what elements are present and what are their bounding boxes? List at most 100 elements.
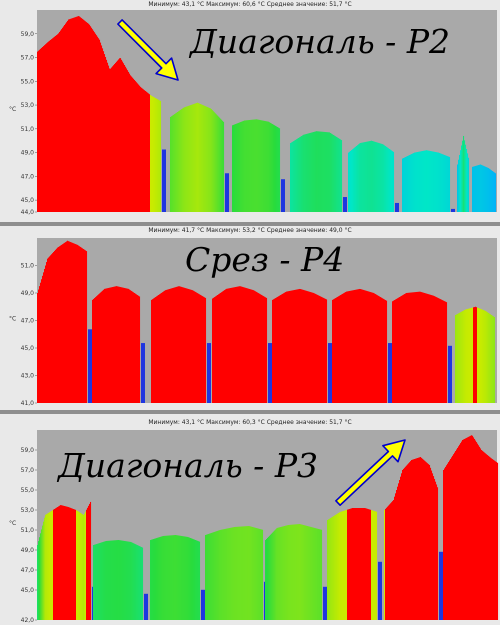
bar-column xyxy=(254,119,256,212)
bar-column xyxy=(62,27,64,212)
bar-column xyxy=(44,517,46,620)
bar-column xyxy=(409,155,411,212)
bar-column xyxy=(346,291,348,403)
bar-column xyxy=(256,119,258,212)
bar-column xyxy=(213,532,215,620)
bar-column xyxy=(119,286,121,403)
bar-column xyxy=(160,100,162,212)
bar-column xyxy=(467,153,469,212)
bar-column xyxy=(470,308,472,403)
bar-column xyxy=(490,314,492,403)
bar-column xyxy=(117,60,119,212)
bar-column xyxy=(426,293,428,403)
bar-column xyxy=(445,466,447,620)
bar-column xyxy=(231,527,233,620)
bar-column xyxy=(333,299,335,403)
bar-column xyxy=(185,536,187,620)
bar-column xyxy=(48,41,50,212)
bar-column xyxy=(279,295,281,403)
bar-column xyxy=(387,506,389,620)
bar-column xyxy=(479,308,481,403)
bar-column xyxy=(107,288,109,403)
bar-column xyxy=(395,493,397,620)
bar-column xyxy=(418,291,420,403)
bar-column xyxy=(349,151,351,212)
bar-column xyxy=(314,527,316,620)
bar-column xyxy=(164,290,166,403)
bar-column xyxy=(443,300,445,403)
bar-column xyxy=(180,286,182,403)
bar-column xyxy=(222,291,224,403)
bar-column xyxy=(139,296,141,403)
bar-column xyxy=(256,291,258,403)
bar-column xyxy=(82,18,84,213)
bar-column xyxy=(446,155,448,212)
bar-column xyxy=(115,62,117,213)
bar-column xyxy=(195,291,197,403)
bar-column xyxy=(456,449,458,620)
bar-column xyxy=(338,296,340,403)
bar-column xyxy=(107,540,109,620)
bar-column xyxy=(460,150,462,212)
stats-line: Минимум: 41,7 °C Максимум: 53,2 °C Средн… xyxy=(148,227,352,234)
bar-column xyxy=(407,464,409,620)
bar-column xyxy=(94,32,96,212)
bar-column xyxy=(110,287,112,403)
bar-column xyxy=(47,42,49,213)
bar-column xyxy=(351,150,353,212)
bar-column xyxy=(386,300,388,403)
bar-column xyxy=(397,486,399,620)
bar-column xyxy=(239,286,241,403)
bar-column xyxy=(72,508,74,620)
bar-column xyxy=(88,23,90,213)
bar-column xyxy=(108,540,110,620)
bar-column xyxy=(475,306,477,403)
bar-column xyxy=(57,34,59,212)
bar-column xyxy=(374,511,376,620)
bar-column xyxy=(384,145,386,212)
bar-column xyxy=(301,136,303,212)
bar-column xyxy=(385,508,387,620)
bar-column xyxy=(138,295,140,403)
bar-column xyxy=(469,436,471,620)
bar-column xyxy=(469,308,471,403)
bar-column xyxy=(174,287,176,403)
bar-column xyxy=(367,508,369,620)
bar-column xyxy=(48,512,50,620)
y-tick-label: 45,0 xyxy=(21,197,35,204)
bar-column xyxy=(485,166,487,212)
bar-column xyxy=(218,294,220,403)
bar-column xyxy=(121,59,123,212)
bar-column xyxy=(113,540,115,620)
bar-column xyxy=(86,251,88,403)
bar-column xyxy=(232,527,234,620)
bar-column xyxy=(87,22,89,212)
bar-column xyxy=(426,150,428,212)
bar-column xyxy=(116,540,118,620)
bar-column xyxy=(316,528,318,620)
bar-column xyxy=(436,297,438,403)
bar-column xyxy=(102,542,104,620)
bar-column xyxy=(299,288,301,403)
heat-segment xyxy=(384,457,443,620)
bar-column xyxy=(494,460,496,620)
bar-column xyxy=(208,107,210,212)
bar-column xyxy=(216,295,218,403)
bar-column xyxy=(417,151,419,212)
bar-column xyxy=(112,66,114,212)
bar-column xyxy=(64,242,66,403)
bar-column xyxy=(385,146,387,212)
bar-column xyxy=(57,247,59,403)
bar-column xyxy=(85,250,87,403)
heat-segment xyxy=(472,164,497,212)
bar-column xyxy=(301,289,303,403)
bar-column xyxy=(485,453,487,620)
bar-column xyxy=(285,292,287,403)
bar-column xyxy=(43,46,45,212)
bar-column xyxy=(116,61,118,213)
bar-column xyxy=(479,446,481,620)
bar-column xyxy=(193,539,195,620)
bar-column xyxy=(55,35,57,212)
bar-column xyxy=(131,76,133,213)
bar-column xyxy=(166,289,168,403)
